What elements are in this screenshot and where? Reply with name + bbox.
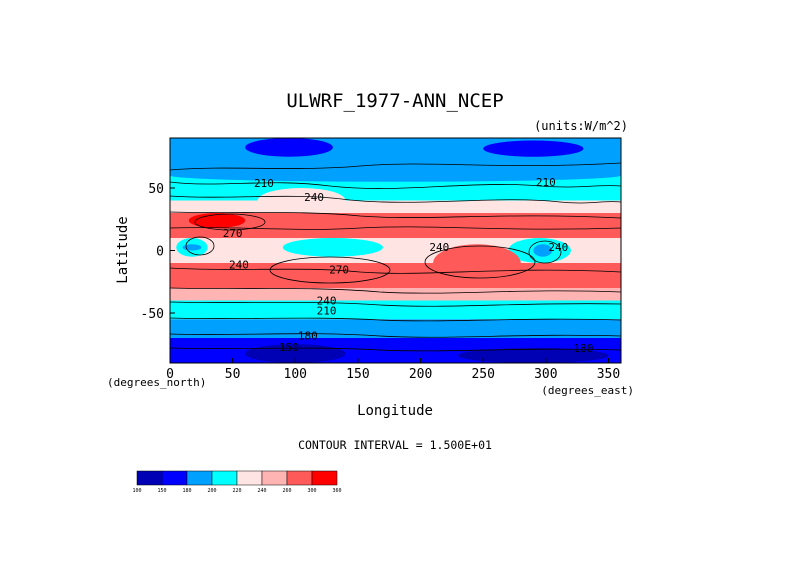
contour-label: 240 [429, 241, 449, 254]
heat-patch [188, 213, 246, 228]
x-tick-label: 300 [534, 367, 557, 382]
heat-patch [458, 348, 609, 363]
x-tick-label: 350 [597, 367, 620, 382]
patch-layer [170, 138, 621, 363]
contour-line [185, 236, 215, 256]
contour-label: 180 [298, 330, 318, 343]
heat-band [170, 288, 621, 301]
heat-band [170, 319, 621, 338]
contour-line [170, 317, 621, 322]
x-tick-label: 250 [471, 367, 494, 382]
y-tick-label: 50 [148, 182, 164, 197]
contour-label: 180 [573, 342, 593, 355]
y-tick-label: -50 [141, 307, 164, 322]
y-axis-label: Latitude [115, 216, 131, 283]
contour-interval: CONTOUR INTERVAL = 1.500E+01 [298, 438, 492, 452]
chart-title: ULWRF_1977-ANN_NCEP [286, 90, 503, 112]
colorbar-tick-label: 220 [232, 488, 241, 494]
colorbar-swatch [186, 470, 213, 486]
contour-label: 210 [536, 176, 556, 189]
contour-line [170, 162, 621, 171]
contour-label: 240 [304, 191, 324, 204]
heat-band [170, 300, 621, 320]
colorbar-tick-label: 150 [157, 488, 166, 494]
contour-line [170, 287, 621, 294]
contour-label: 240 [317, 295, 337, 308]
contour-label: 240 [229, 258, 249, 271]
contour-line [170, 347, 621, 352]
contour-label: 270 [223, 227, 243, 240]
heat-patch [245, 138, 333, 157]
colorbar-swatch [211, 470, 238, 486]
heat-patch [245, 344, 346, 363]
contour-label: 210 [317, 305, 337, 318]
colorbar-tick-label: 260 [282, 488, 291, 494]
heat-patch [533, 244, 553, 257]
x-axis: 0 50 100 150 200 250 300 350 [166, 358, 620, 382]
x-tick-label: 50 [225, 367, 241, 382]
contour-label: 270 [329, 263, 349, 276]
contour-line [170, 195, 621, 204]
colorbar-tick-label: 240 [257, 488, 266, 494]
colorbar: 100 150 180 200 220 240 260 300 360 [132, 470, 342, 494]
colorbar-tick-label: 100 [132, 488, 141, 494]
contour-label: 210 [254, 177, 274, 190]
contour-line [170, 301, 621, 307]
colorbar-swatch [161, 470, 188, 486]
heat-patch [170, 169, 621, 182]
colorbar-tick-label: 360 [332, 488, 341, 494]
x-axis-label: Longitude [357, 403, 433, 419]
colorbar-tick-label: 300 [307, 488, 316, 494]
contour-line [269, 256, 391, 284]
contour-line [528, 240, 562, 264]
contour-line [424, 245, 536, 279]
x-tick-label: 100 [284, 367, 307, 382]
x-tick-label: 0 [166, 367, 174, 382]
heat-patch [483, 140, 584, 157]
y-axis: 50 0 -50 [141, 182, 175, 322]
colorbar-swatch [286, 470, 313, 486]
contour-label: 240 [548, 241, 568, 254]
heat-patch [182, 244, 202, 251]
contour-line [170, 226, 621, 230]
contour-line [194, 213, 266, 231]
heat-patch [282, 238, 383, 257]
colorbar-tick-label: 180 [182, 488, 191, 494]
x-tick-label: 200 [409, 367, 432, 382]
contour-line [170, 211, 621, 219]
contour-line [170, 181, 621, 189]
contour-label: 150 [279, 341, 299, 354]
colorbar-swatch [236, 470, 263, 486]
colorbar-swatch [136, 470, 163, 486]
colorbar-tick-label: 200 [207, 488, 216, 494]
x-tick-label: 150 [346, 367, 369, 382]
contour-line [170, 267, 621, 274]
y-tick-label: 0 [156, 245, 164, 260]
contour-lines [170, 162, 621, 352]
x-unit-label: (degrees_east) [541, 384, 634, 397]
contour-line [170, 333, 621, 338]
y-unit-label: (degrees_north) [107, 376, 206, 389]
heat-band [170, 263, 621, 288]
colorbar-swatch [311, 470, 338, 486]
units-label: (units:W/m^2) [534, 119, 628, 133]
colorbar-swatch [261, 470, 288, 486]
heat-patch [257, 188, 346, 213]
